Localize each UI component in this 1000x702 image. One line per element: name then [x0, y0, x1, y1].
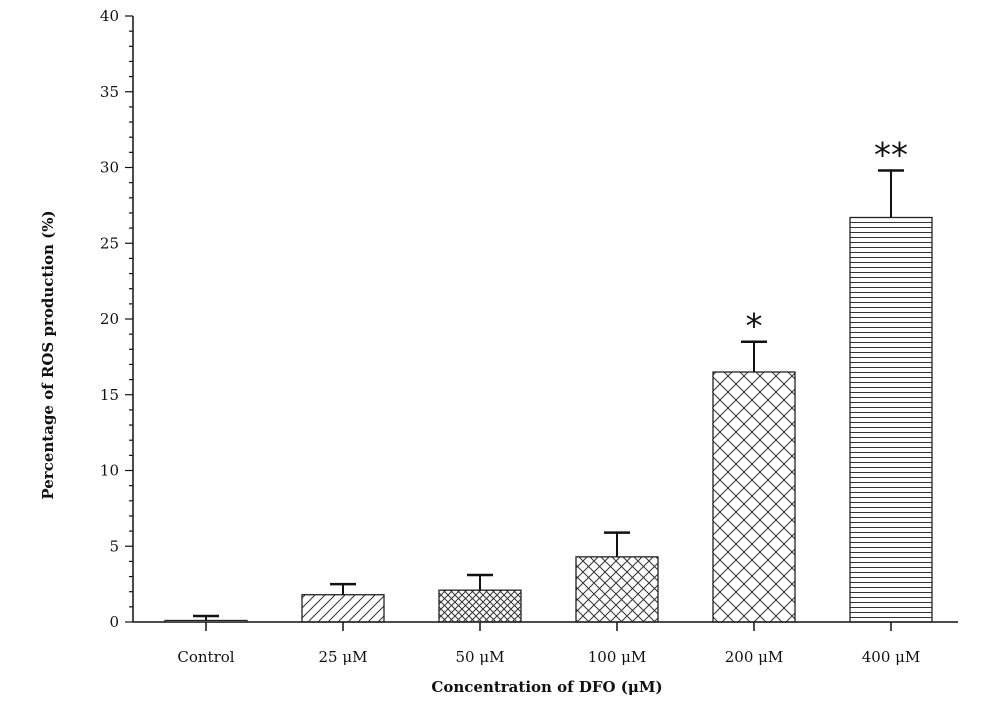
y-tick-label: 5	[109, 537, 119, 555]
y-tick-label: 25	[100, 234, 119, 252]
x-tick-label: 50 μM	[456, 648, 505, 666]
y-tick-label: 30	[100, 159, 119, 177]
x-tick-label: 25 μM	[319, 648, 368, 666]
y-axis-title: Percentage of ROS production (%)	[39, 210, 57, 499]
y-axis	[125, 15, 134, 623]
error-bars	[193, 169, 904, 621]
x-tick-label: Control	[177, 648, 234, 666]
y-tick-labels: 0 5 10 15 20 25 30 35 40	[100, 7, 119, 631]
y-tick-label: 10	[100, 462, 119, 480]
x-tick-label: 200 μM	[725, 648, 784, 666]
x-axis	[133, 621, 958, 631]
bars	[164, 216, 933, 623]
bar	[301, 594, 385, 623]
bar	[164, 619, 248, 623]
significance-annotations: ***	[746, 136, 909, 347]
y-tick-label: 15	[100, 386, 119, 404]
bar	[849, 216, 933, 623]
y-tick-label: 0	[109, 613, 119, 631]
significance-marker: **	[874, 136, 908, 176]
x-tick-label: 400 μM	[862, 648, 921, 666]
y-tick-label: 20	[100, 310, 119, 328]
bar	[575, 556, 659, 623]
x-tick-labels: Control 25 μM 50 μM 100 μM 200 μM 400 μM	[177, 648, 920, 666]
y-tick-label: 40	[100, 7, 119, 25]
x-tick-label: 100 μM	[588, 648, 647, 666]
x-axis-title: Concentration of DFO (μM)	[431, 678, 662, 696]
bar	[438, 589, 522, 623]
bar	[712, 371, 796, 623]
significance-marker: *	[746, 307, 763, 347]
y-tick-label: 35	[100, 83, 119, 101]
